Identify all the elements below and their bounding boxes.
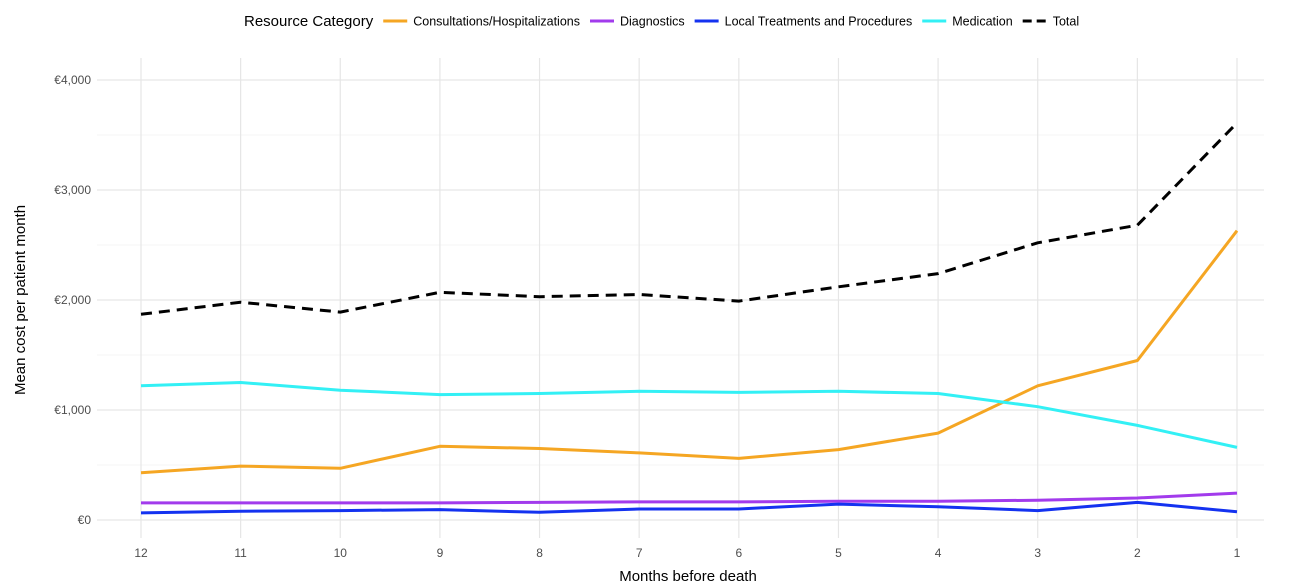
y-axis-tick-labels: €0 €1,000 €2,000 €3,000 €4,000 [54,73,91,527]
grid [97,58,1264,538]
x-tick-label: 2 [1134,546,1141,560]
x-axis-tick-labels: 12 11 10 9 8 7 6 5 4 3 2 1 [134,546,1240,560]
x-tick-label: 10 [334,546,348,560]
y-tick-label: €3,000 [54,183,91,197]
legend-label: Consultations/Hospitalizations [413,15,580,29]
y-axis-title: Mean cost per patient month [12,205,29,395]
series-line-diagnostics [141,491,1238,505]
legend: Resource Category Consultations/Hospital… [244,13,1079,30]
x-tick-label: 12 [134,546,148,560]
x-tick-label: 5 [835,546,842,560]
x-tick-label: 7 [636,546,643,560]
legend-label: Total [1053,15,1079,29]
x-tick-label: 4 [935,546,942,560]
x-tick-label: 6 [735,546,742,560]
series-line-consultations-hospitalizations [140,229,1239,475]
legend-item: Medication [922,15,1013,29]
y-tick-label: €1,000 [54,403,91,417]
legend-label: Medication [952,15,1012,29]
x-tick-label: 11 [234,546,247,560]
legend-item: Consultations/Hospitalizations [383,15,580,29]
x-tick-label: 3 [1034,546,1041,560]
x-tick-label: 1 [1234,546,1241,560]
legend-item: Total [1022,15,1079,29]
legend-item: Local Treatments and Procedures [694,15,913,29]
series-line-medication [140,381,1238,449]
legend-label: Diagnostics [620,15,685,29]
x-axis-title: Months before death [619,568,757,585]
y-tick-label: €2,000 [54,293,91,307]
y-tick-label: €0 [78,513,92,527]
series-line-local-treatments-and-procedures [140,500,1238,515]
x-tick-label: 9 [437,546,444,560]
series-line-total [140,121,1239,316]
y-tick-label: €4,000 [54,73,91,87]
series-lines [140,121,1239,515]
legend-item: Diagnostics [590,15,685,29]
legend-label: Local Treatments and Procedures [725,15,913,29]
x-tick-label: 8 [536,546,543,560]
legend-title: Resource Category [244,13,374,30]
